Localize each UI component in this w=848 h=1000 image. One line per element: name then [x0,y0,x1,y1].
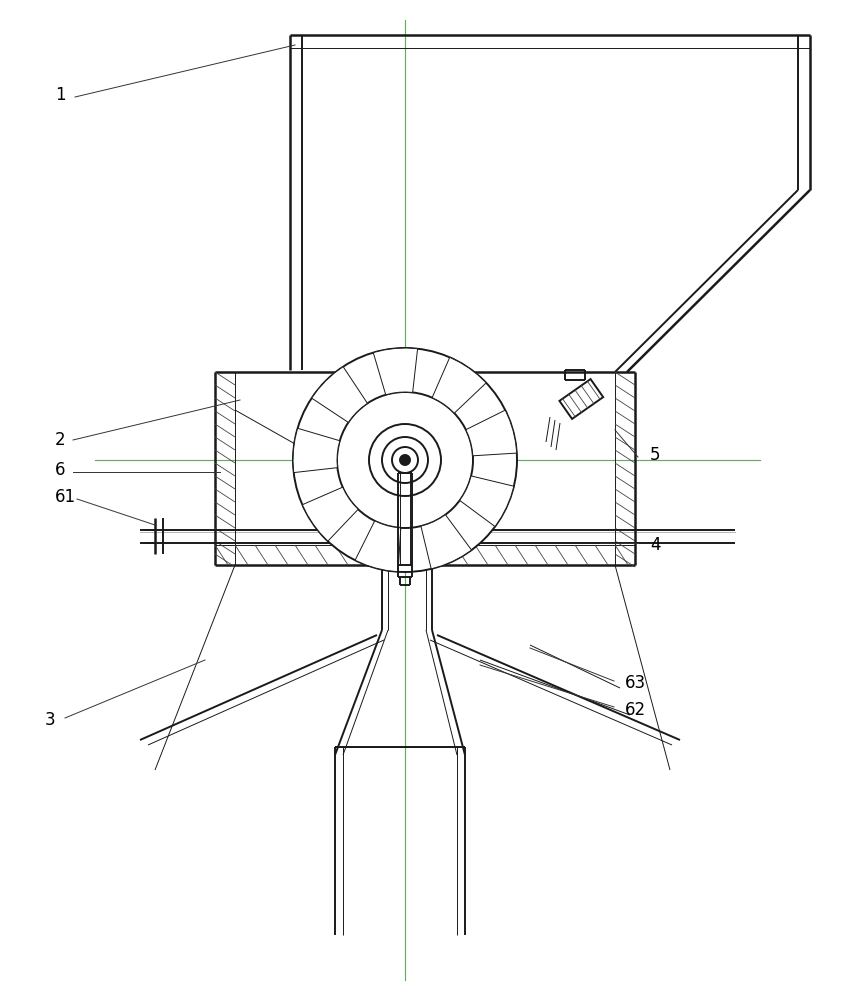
Circle shape [392,447,418,473]
Text: 1: 1 [55,86,65,104]
Polygon shape [466,410,516,456]
Text: 4: 4 [650,536,661,554]
Polygon shape [293,428,340,473]
Polygon shape [312,367,367,422]
Polygon shape [432,357,486,413]
Polygon shape [560,379,603,419]
Polygon shape [460,476,514,527]
Circle shape [382,437,428,483]
Text: 3: 3 [45,711,56,729]
Polygon shape [355,521,401,572]
Text: 6: 6 [55,461,65,479]
Polygon shape [373,348,417,395]
Polygon shape [421,515,471,569]
Circle shape [400,455,410,465]
Text: 62: 62 [625,701,646,719]
Text: 61: 61 [55,488,76,506]
Polygon shape [303,487,358,541]
Circle shape [337,392,473,528]
Text: 63: 63 [625,674,646,692]
Circle shape [293,348,517,572]
Text: 5: 5 [650,446,661,464]
Circle shape [369,424,441,496]
Text: 2: 2 [55,431,65,449]
